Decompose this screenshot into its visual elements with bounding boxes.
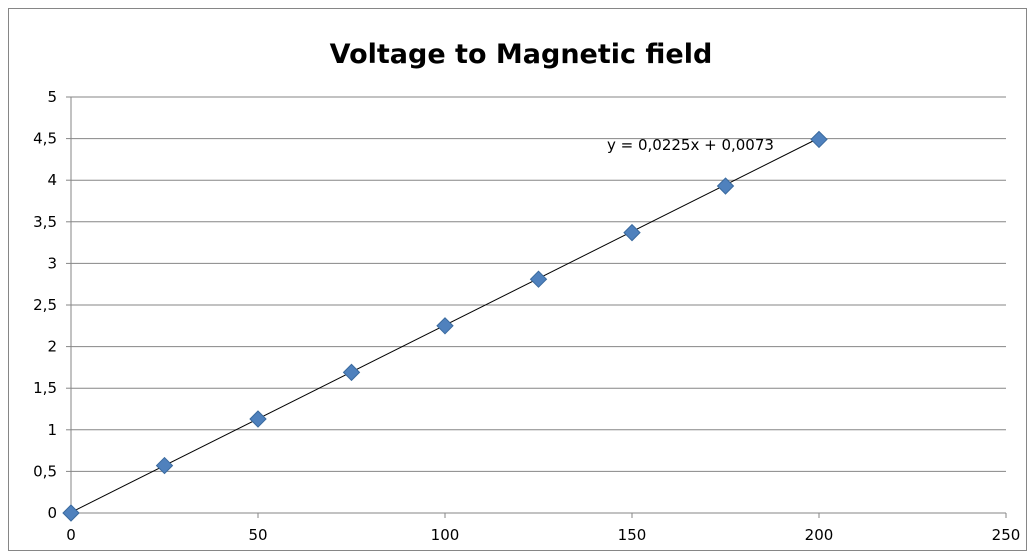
chart-title: Voltage to Magnetic field <box>330 39 713 70</box>
x-tick-label: 100 <box>431 526 460 544</box>
x-tick-label: 150 <box>618 526 647 544</box>
y-tick-label: 3,5 <box>33 213 57 231</box>
y-tick-label: 4 <box>47 171 57 189</box>
data-point <box>249 410 267 428</box>
y-tick-label: 5 <box>47 88 57 106</box>
axes <box>66 96 1007 518</box>
data-point <box>529 270 548 288</box>
x-tick-labels: 0 50 100 150 200 250 <box>66 526 1020 544</box>
y-tick-labels: 0 0,5 1 1,5 2 2,5 3 3,5 4 4,5 5 <box>33 88 57 522</box>
x-tick-label: 0 <box>66 526 76 544</box>
chart-svg: Voltage to Magnetic field 0 0,5 1 1,5 2 2,5 3 3… <box>33 39 1020 544</box>
data-point <box>155 456 174 475</box>
x-tick-label: 200 <box>805 526 834 544</box>
data-point <box>810 130 828 149</box>
data-point <box>716 177 735 195</box>
y-tick-label: 4,5 <box>33 130 57 148</box>
data-point <box>623 223 641 242</box>
y-tick-label: 2 <box>47 338 57 356</box>
x-tick-label: 250 <box>992 526 1021 544</box>
y-tick-label: 1,5 <box>33 379 57 397</box>
data-points <box>62 130 828 522</box>
y-tick-label: 3 <box>47 254 57 272</box>
trendline-equation: y = 0,0225x + 0,0073 <box>607 136 774 154</box>
y-tick-label: 0 <box>47 504 57 522</box>
chart-area: Voltage to Magnetic field 0 0,5 1 1,5 2 2,5 3 3… <box>8 8 1027 551</box>
y-tick-label: 1 <box>47 421 57 439</box>
data-point <box>62 504 80 522</box>
x-tick-label: 50 <box>248 526 267 544</box>
gridlines <box>71 96 1006 472</box>
y-tick-label: 2,5 <box>33 296 57 314</box>
data-point <box>342 363 361 382</box>
data-point <box>436 317 454 335</box>
y-tick-label: 0,5 <box>33 462 57 480</box>
